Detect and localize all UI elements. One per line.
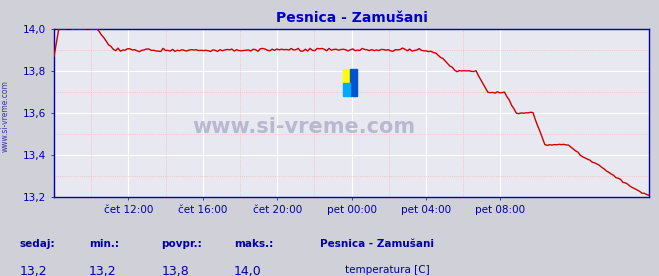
Text: 14,0: 14,0 <box>234 265 262 276</box>
Bar <box>343 83 350 96</box>
Text: 13,2: 13,2 <box>20 265 47 276</box>
Text: maks.:: maks.: <box>234 239 273 249</box>
Bar <box>343 69 350 83</box>
Text: Pesnica - Zamušani: Pesnica - Zamušani <box>320 239 434 249</box>
Text: www.si-vreme.com: www.si-vreme.com <box>192 117 416 137</box>
Text: www.si-vreme.com: www.si-vreme.com <box>1 80 10 152</box>
Text: sedaj:: sedaj: <box>20 239 55 249</box>
Text: min.:: min.: <box>89 239 119 249</box>
Text: 13,2: 13,2 <box>89 265 117 276</box>
Text: temperatura [C]: temperatura [C] <box>345 265 430 275</box>
Bar <box>350 69 357 96</box>
Title: Pesnica - Zamušani: Pesnica - Zamušani <box>275 11 428 25</box>
Text: povpr.:: povpr.: <box>161 239 202 249</box>
Text: 13,8: 13,8 <box>161 265 189 276</box>
